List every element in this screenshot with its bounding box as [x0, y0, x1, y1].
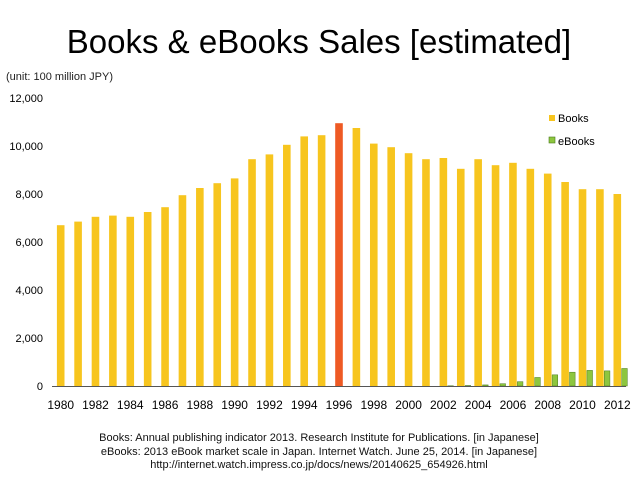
ebooks-bar-2011	[604, 370, 611, 387]
books-bar-2006	[509, 162, 517, 386]
x-tick-label: 1994	[291, 398, 318, 412]
y-tick-label: 4,000	[15, 285, 43, 297]
ebooks-bar-2006	[517, 381, 524, 387]
x-tick-label: 2000	[395, 398, 422, 412]
y-tick-label: 2,000	[15, 333, 43, 345]
books-bar-1994	[300, 136, 309, 386]
books-series	[56, 123, 622, 386]
books-bar-2000	[404, 153, 413, 386]
x-tick-label: 1990	[221, 398, 248, 412]
books-bar-1984	[126, 216, 135, 386]
books-bar-1991	[248, 159, 256, 386]
ebooks-bar-2008	[551, 374, 558, 387]
x-tick-label: 2012	[604, 398, 631, 412]
books-bar-1992	[265, 154, 274, 386]
legend-books-swatch	[549, 115, 555, 121]
x-tick-label: 1986	[152, 398, 179, 412]
y-tick-label: 0	[37, 381, 43, 393]
books-bar-2010	[578, 189, 587, 386]
x-tick-label: 2002	[430, 398, 457, 412]
ebooks-bar-2007	[534, 377, 541, 387]
x-tick-label: 2010	[569, 398, 596, 412]
ebooks-bar-2009	[569, 371, 576, 387]
x-tick-label: 1984	[117, 398, 144, 412]
books-bar-2001	[422, 159, 430, 386]
books-bar-2009	[561, 182, 569, 386]
x-tick-label: 2008	[534, 398, 561, 412]
books-bar-1989	[213, 183, 222, 386]
x-tick-label: 2006	[500, 398, 527, 412]
books-bar-1997	[352, 128, 361, 386]
books-bar-2005	[491, 165, 500, 386]
books-bar-1995	[317, 135, 326, 386]
books-bar-2012	[613, 194, 622, 386]
x-tick-label: 1982	[82, 398, 109, 412]
chart-title: Books & eBooks Sales [estimated]	[66, 23, 572, 60]
legend-ebooks-label: eBooks	[558, 136, 595, 148]
books-bar-1981	[74, 221, 82, 386]
legend-ebooks-swatch	[548, 136, 556, 144]
source-url: http://internet.watch.impress.co.jp/docs…	[150, 459, 488, 471]
y-tick-label: 8,000	[15, 189, 43, 201]
y-tick-label: 12,000	[9, 93, 43, 105]
source-notes: Books: Annual publishing indicator 2013.…	[0, 432, 638, 473]
x-tick-label: 1996	[326, 398, 353, 412]
books-bar-2003	[456, 168, 465, 386]
legend: Books eBooks	[548, 113, 595, 148]
books-bar-1983	[109, 215, 117, 386]
ebooks-bar-2010	[586, 370, 593, 387]
books-bar-1993	[283, 144, 291, 386]
legend-books-label: Books	[558, 113, 589, 125]
x-tick-label: 1980	[47, 398, 74, 412]
books-bar-1988	[196, 188, 204, 386]
books-bar-2002	[439, 158, 448, 386]
books-bar-1996	[335, 123, 343, 386]
books-bar-1980	[56, 225, 65, 386]
y-tick-label: 10,000	[9, 141, 43, 153]
books-bar-2008	[543, 173, 552, 386]
books-bar-1999	[387, 147, 395, 386]
books-bar-1986	[161, 207, 169, 386]
x-axis-ticks: 1980 1982 1984 1986 1988 1990 1992 1994 1996 1998…	[47, 398, 631, 412]
books-bar-1987	[178, 195, 187, 386]
y-axis-ticks: 0 2,000 4,000 6,000 8,000 10,000 12,000	[9, 93, 43, 393]
books-bar-2011	[596, 189, 604, 386]
books-bar-2004	[474, 159, 482, 386]
x-tick-label: 1988	[186, 398, 213, 412]
books-bar-1998	[369, 143, 378, 386]
y-tick-label: 6,000	[15, 237, 43, 249]
books-bar-1982	[91, 216, 100, 386]
books-bar-2007	[526, 168, 535, 386]
x-tick-label: 1992	[256, 398, 283, 412]
x-tick-label: 1998	[360, 398, 387, 412]
x-tick-label: 2004	[465, 398, 492, 412]
source-books: Books: Annual publishing indicator 2013.…	[99, 432, 539, 444]
source-ebooks: eBooks: 2013 eBook market scale in Japan…	[100, 445, 538, 458]
unit-label: (unit: 100 million JPY)	[6, 71, 113, 83]
ebooks-bar-2004	[482, 384, 489, 387]
books-bar-1985	[143, 212, 152, 386]
ebooks-bar-2005	[499, 383, 506, 387]
ebooks-bar-2012	[621, 368, 628, 387]
books-bar-1990	[230, 178, 239, 386]
